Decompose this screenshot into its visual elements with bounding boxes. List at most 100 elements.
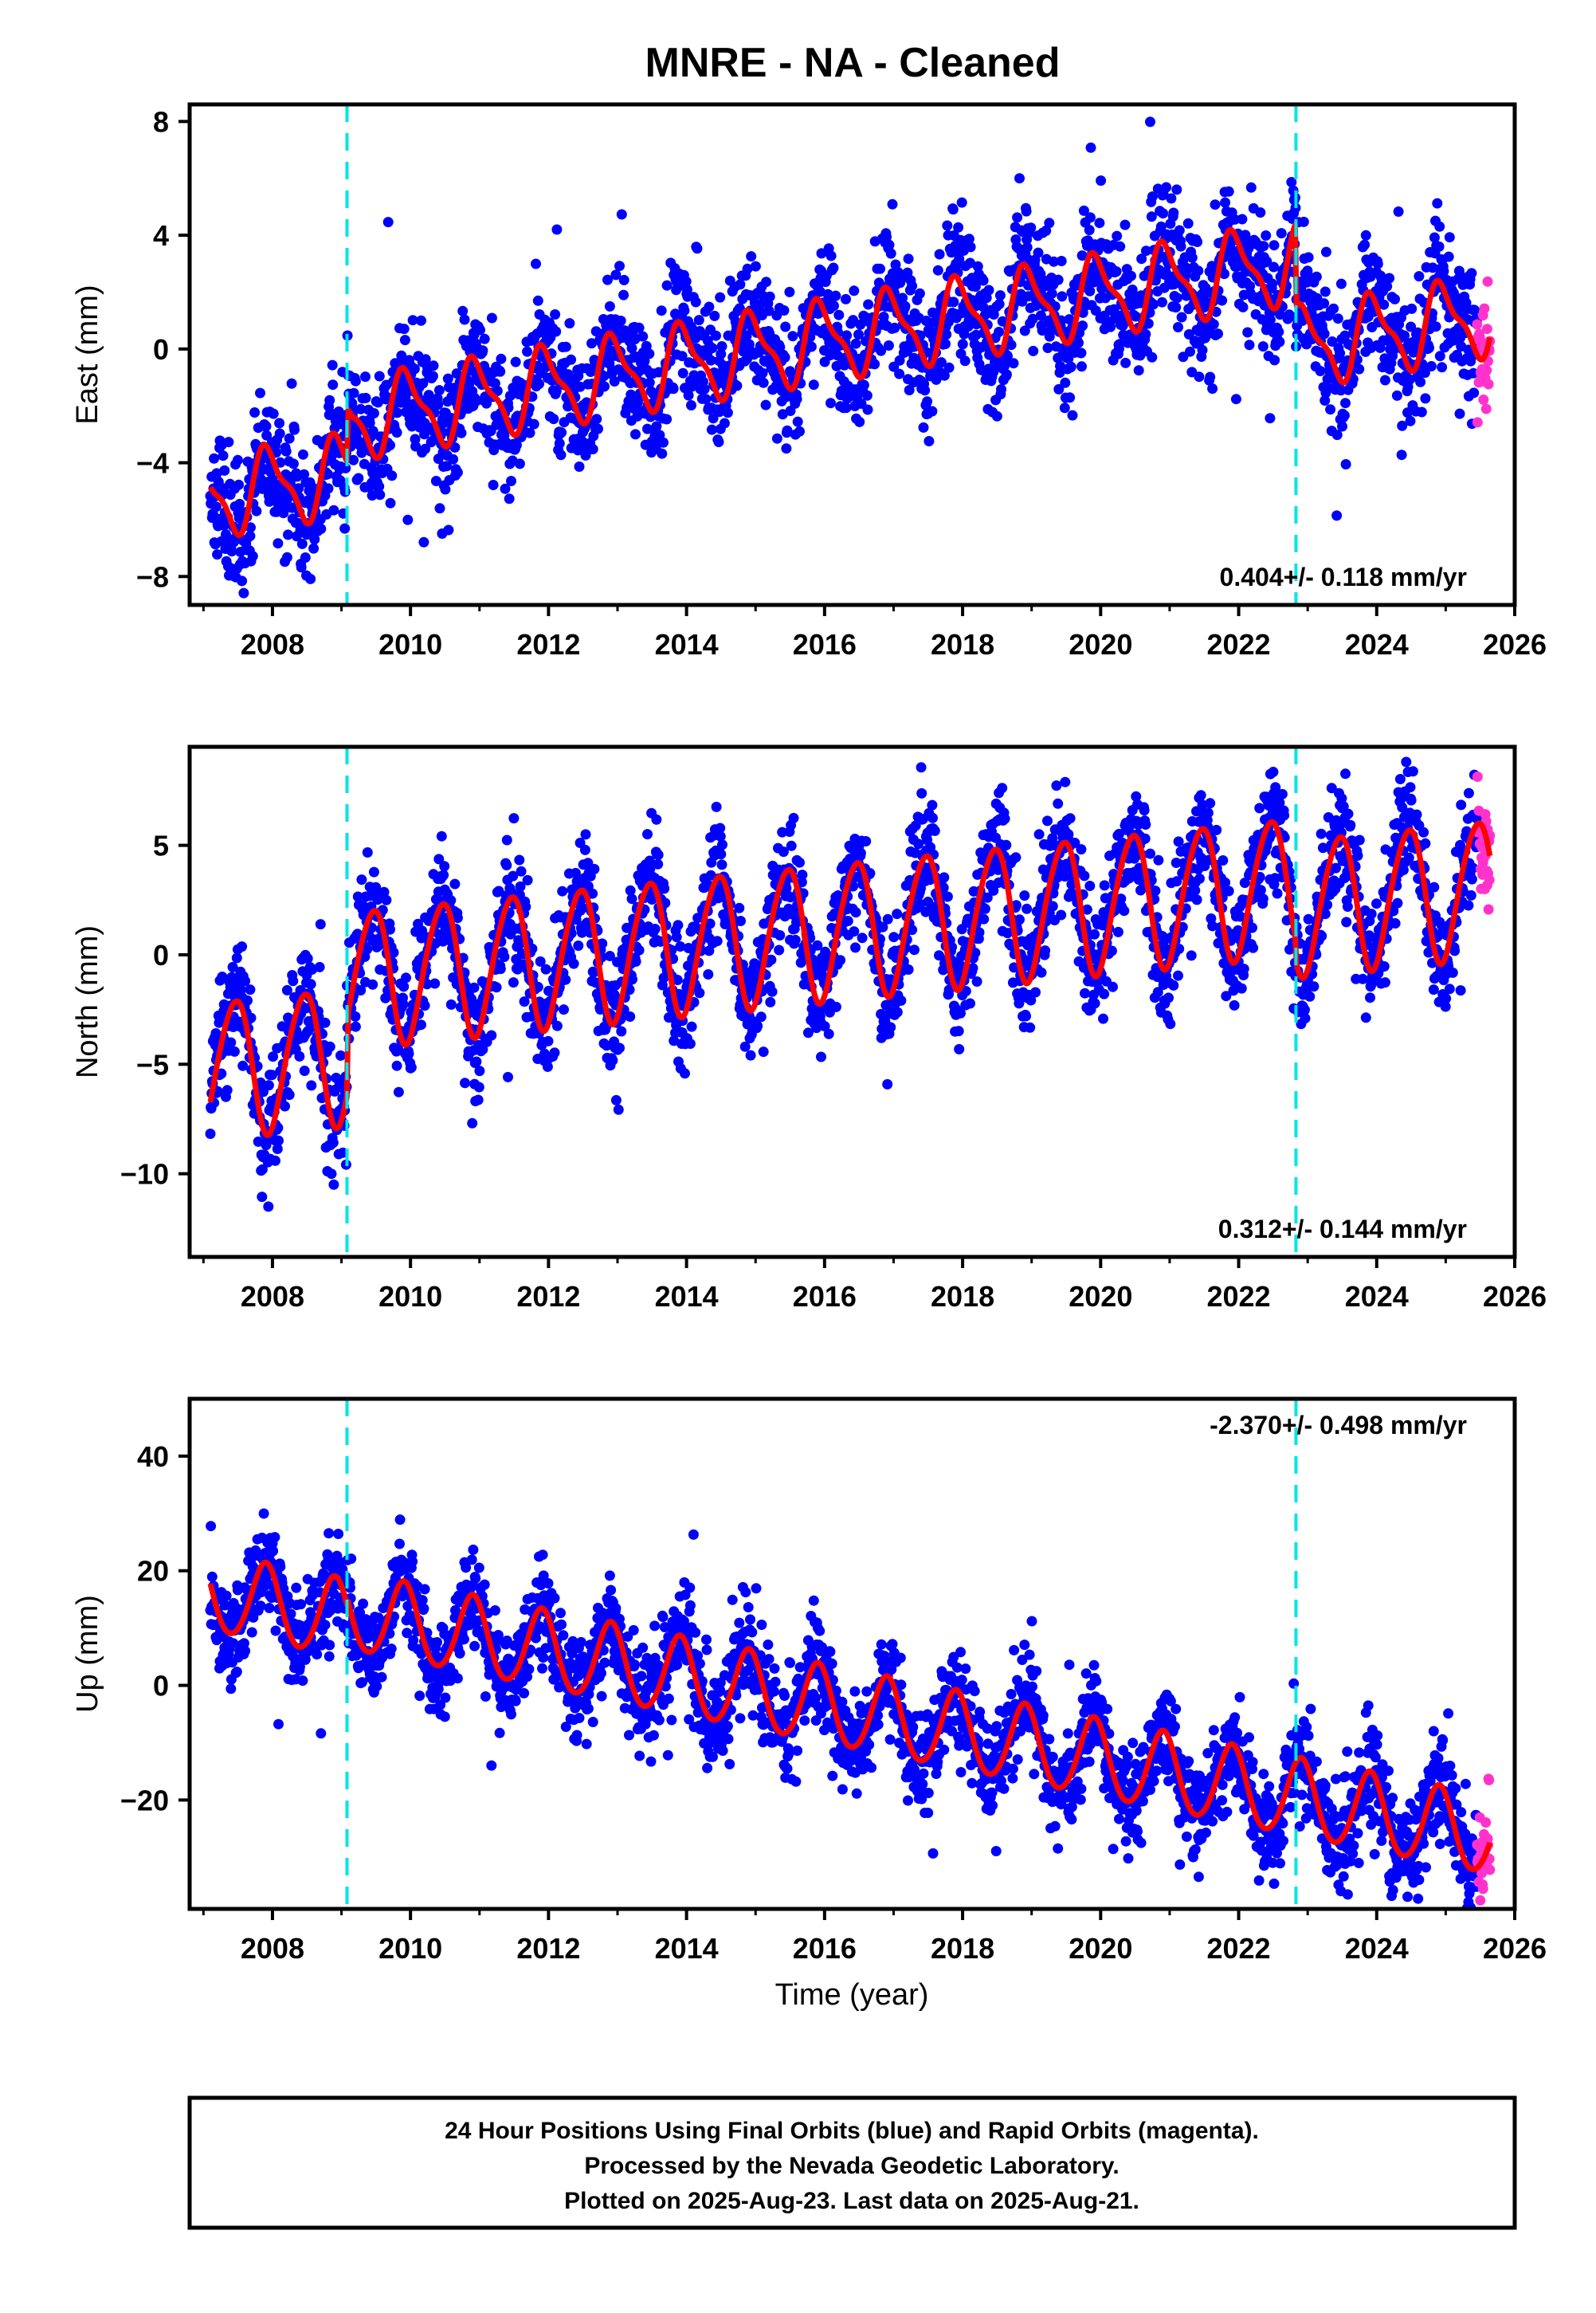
final-orbit-point xyxy=(1276,228,1287,239)
final-orbit-point xyxy=(706,424,717,435)
final-orbit-point xyxy=(1382,281,1393,292)
final-orbit-point xyxy=(1171,302,1182,313)
final-orbit-point xyxy=(855,847,866,858)
final-orbit-point xyxy=(858,379,869,391)
final-orbit-point xyxy=(942,891,953,902)
final-orbit-point xyxy=(522,874,533,886)
final-orbit-point xyxy=(237,1060,249,1071)
plot-area xyxy=(205,747,1496,1257)
x-tick-label: 2010 xyxy=(378,628,442,661)
final-orbit-point xyxy=(1269,240,1280,251)
final-orbit-point xyxy=(644,377,655,388)
final-orbit-point xyxy=(597,938,608,949)
final-orbit-point xyxy=(953,222,964,233)
final-orbit-point xyxy=(328,1179,339,1190)
final-orbit-point xyxy=(876,345,887,356)
final-orbit-point xyxy=(742,263,753,274)
final-orbit-point xyxy=(1042,343,1053,353)
final-orbit-point xyxy=(280,446,292,457)
final-orbit-point xyxy=(656,305,667,316)
final-orbit-point xyxy=(1245,182,1257,193)
final-orbit-point xyxy=(1140,328,1151,340)
final-orbit-point xyxy=(1194,371,1205,383)
final-orbit-point xyxy=(999,813,1010,824)
final-orbit-point xyxy=(327,379,339,391)
rapid-orbit-point xyxy=(1479,303,1490,314)
final-orbit-point xyxy=(456,427,467,438)
final-orbit-point xyxy=(1126,270,1136,281)
final-orbit-point xyxy=(391,1060,402,1071)
final-orbit-point xyxy=(1059,871,1070,882)
final-orbit-point xyxy=(1163,992,1174,1003)
final-orbit-point xyxy=(1147,191,1158,202)
final-orbit-point xyxy=(779,351,790,363)
final-orbit-point xyxy=(320,1017,331,1028)
final-orbit-point xyxy=(516,866,527,877)
final-orbit-point xyxy=(894,368,905,379)
final-orbit-point xyxy=(1051,780,1062,791)
final-orbit-point xyxy=(1053,798,1064,809)
page-title: MNRE - NA - Cleaned xyxy=(645,40,1061,86)
east-panel: 2008 2010 2012 2014 2016 2018 2020 2022 2024 2026… xyxy=(71,102,1547,661)
final-orbit-point xyxy=(274,428,285,439)
final-orbit-point xyxy=(764,291,775,302)
final-orbit-point xyxy=(364,418,375,429)
final-orbit-point xyxy=(1025,995,1037,1006)
final-orbit-point xyxy=(1112,230,1123,242)
final-orbit-point xyxy=(1019,890,1030,901)
final-orbit-point xyxy=(760,399,771,410)
final-orbit-point xyxy=(934,249,945,260)
final-orbit-point xyxy=(1359,239,1371,250)
final-orbit-point xyxy=(1099,880,1110,891)
final-orbit-point xyxy=(914,288,925,299)
final-orbit-point xyxy=(284,1090,295,1101)
final-orbit-point xyxy=(504,493,515,505)
plot-frame xyxy=(187,102,1517,607)
final-orbit-point xyxy=(1145,848,1155,859)
final-orbit-point xyxy=(1273,326,1284,337)
final-orbit-point xyxy=(322,469,333,480)
final-orbit-point xyxy=(253,1136,264,1147)
final-orbit-point xyxy=(1469,304,1480,316)
final-orbit-point xyxy=(797,870,808,881)
final-orbit-point xyxy=(245,1012,257,1023)
final-orbit-point xyxy=(1335,348,1346,359)
final-orbit-point xyxy=(896,995,907,1006)
final-orbit-point xyxy=(438,870,449,881)
final-orbit-point xyxy=(433,399,444,410)
final-orbit-point xyxy=(1014,173,1025,184)
final-orbit-point xyxy=(457,305,469,316)
final-orbit-point xyxy=(957,339,968,350)
final-orbit-point xyxy=(306,1080,317,1091)
final-orbit-point xyxy=(514,854,525,866)
final-orbit-point xyxy=(653,858,664,870)
final-orbit-point xyxy=(570,867,581,878)
final-orbit-point xyxy=(284,433,295,444)
final-orbit-point xyxy=(333,406,344,417)
final-orbit-point xyxy=(564,318,575,329)
final-orbit-point xyxy=(746,251,757,262)
final-orbit-point xyxy=(286,378,297,389)
final-orbit-point xyxy=(892,909,903,920)
final-orbit-point xyxy=(1161,182,1172,193)
final-orbit-point xyxy=(496,353,507,364)
final-orbit-point xyxy=(1320,246,1331,257)
final-orbit-point xyxy=(1335,385,1347,396)
final-orbit-point xyxy=(1159,932,1170,943)
rapid-orbit-point xyxy=(1478,395,1489,405)
y-tick-label: −4 xyxy=(136,447,169,480)
final-orbit-point xyxy=(875,263,885,274)
final-orbit-point xyxy=(419,1000,430,1011)
final-orbit-point xyxy=(616,209,627,220)
final-orbit-point xyxy=(700,394,712,405)
final-orbit-point xyxy=(1219,269,1229,280)
final-orbit-point xyxy=(766,954,777,965)
final-orbit-point xyxy=(245,984,256,995)
final-orbit-point xyxy=(1438,265,1449,277)
final-orbit-point xyxy=(440,484,451,495)
final-orbit-point xyxy=(555,450,567,461)
final-orbit-point xyxy=(842,916,853,926)
final-orbit-point xyxy=(388,947,399,958)
final-orbit-point xyxy=(393,1086,404,1098)
final-orbit-point xyxy=(257,1192,268,1203)
